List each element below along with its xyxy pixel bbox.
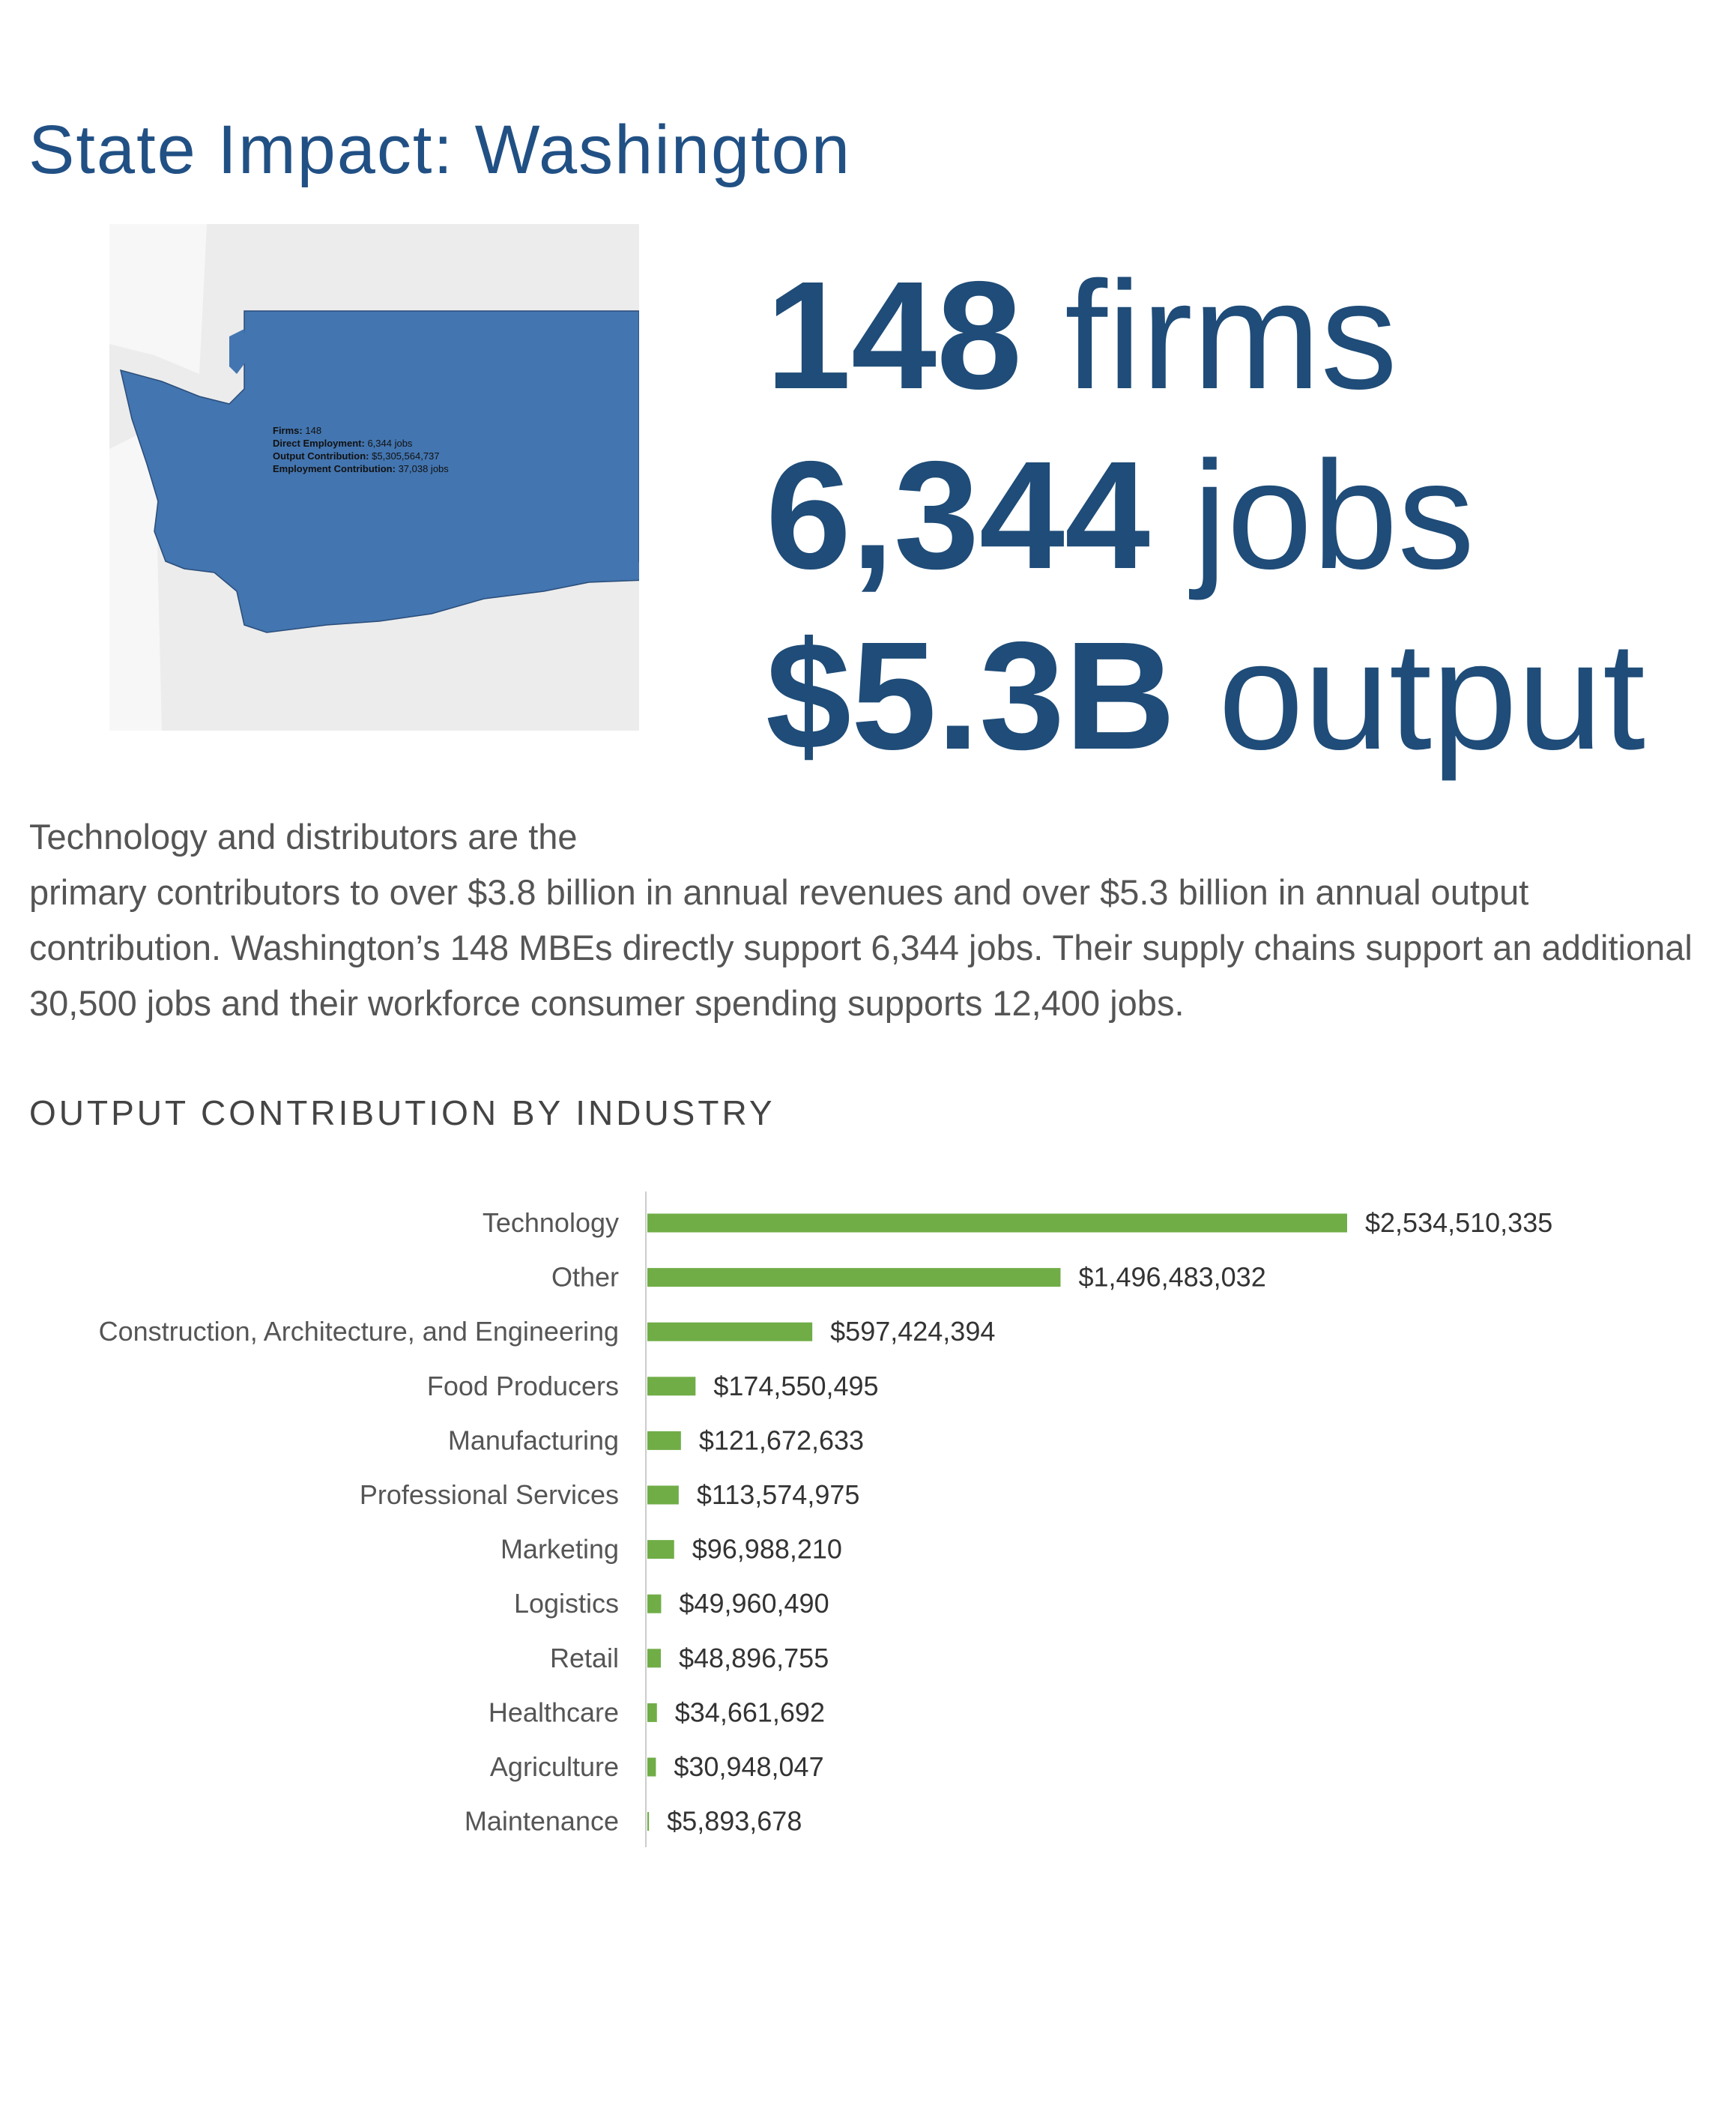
value-label: $96,988,210 xyxy=(692,1534,842,1565)
category-label: Other xyxy=(551,1262,619,1293)
value-label: $174,550,495 xyxy=(713,1371,878,1401)
bar[interactable] xyxy=(647,1540,674,1559)
paragraph-body: primary contributors to over $3.8 billio… xyxy=(29,872,1693,1023)
svg-text:Firms: 148: Firms: 148 xyxy=(273,425,321,436)
svg-text:Direct Employment: 6,344 jobs: Direct Employment: 6,344 jobs xyxy=(273,438,413,449)
category-label: Retail xyxy=(550,1643,619,1673)
category-label: Manufacturing xyxy=(448,1425,619,1455)
value-label: $121,672,633 xyxy=(699,1425,864,1455)
value-label: $113,574,975 xyxy=(697,1479,860,1510)
section-title: OUTPUT CONTRIBUTION BY INDUSTRY xyxy=(29,1093,775,1132)
map-ocean xyxy=(109,426,162,731)
value-label: $1,496,483,032 xyxy=(1078,1262,1265,1293)
bar[interactable] xyxy=(647,1703,657,1722)
value-label: $48,896,755 xyxy=(679,1643,829,1673)
category-label: Agriculture xyxy=(490,1751,619,1782)
bar[interactable] xyxy=(647,1322,813,1341)
value-label: $49,960,490 xyxy=(679,1588,829,1619)
bar[interactable] xyxy=(647,1377,696,1396)
category-label: Logistics xyxy=(514,1588,619,1619)
category-label: Marketing xyxy=(500,1534,619,1565)
bar[interactable] xyxy=(647,1812,650,1831)
map-water xyxy=(109,224,207,374)
bar[interactable] xyxy=(647,1431,681,1450)
output-bar-chart: Technology $2,534,510,335 Other $1,496,483,… xyxy=(99,1192,1552,1847)
bar[interactable] xyxy=(647,1757,656,1777)
summary-paragraph: Technology and distributors are the prim… xyxy=(29,809,1708,1031)
headline-jobs: 6,344 jobs xyxy=(766,429,1475,601)
island xyxy=(229,329,248,374)
value-label: $2,534,510,335 xyxy=(1365,1207,1552,1238)
svg-text:Employment Contribution: 37,03: Employment Contribution: 37,038 jobs xyxy=(273,463,449,474)
bar[interactable] xyxy=(647,1268,1061,1287)
value-label: $30,948,047 xyxy=(674,1751,823,1782)
category-label: Professional Services xyxy=(360,1479,619,1510)
value-label: $34,661,692 xyxy=(675,1697,825,1727)
washington-state-shape[interactable] xyxy=(119,310,639,633)
map-tooltip: Firms: 148 Direct Employment: 6,344 jobs… xyxy=(273,425,449,474)
bar[interactable] xyxy=(647,1485,679,1505)
paragraph-line1: Technology and distributors are the xyxy=(29,817,578,857)
category-label: Food Producers xyxy=(427,1371,619,1401)
page-title: State Impact: Washington xyxy=(28,112,852,188)
washington-map[interactable]: Firms: 148 Direct Employment: 6,344 jobs… xyxy=(109,224,639,731)
bar[interactable] xyxy=(647,1213,1347,1233)
value-label: $597,424,394 xyxy=(830,1316,995,1347)
category-label: Construction, Architecture, and Engineer… xyxy=(99,1316,619,1347)
svg-text:Output Contribution: $5,305,56: Output Contribution: $5,305,564,737 xyxy=(273,450,440,462)
category-label: Healthcare xyxy=(489,1697,619,1727)
headline-output: $5.3B output xyxy=(766,610,1645,782)
category-label: Maintenance xyxy=(465,1806,619,1837)
headline-firms: 148 firms xyxy=(766,250,1398,421)
category-label: Technology xyxy=(483,1207,619,1238)
value-label: $5,893,678 xyxy=(667,1806,802,1837)
bar[interactable] xyxy=(647,1649,662,1668)
bar[interactable] xyxy=(647,1594,662,1613)
